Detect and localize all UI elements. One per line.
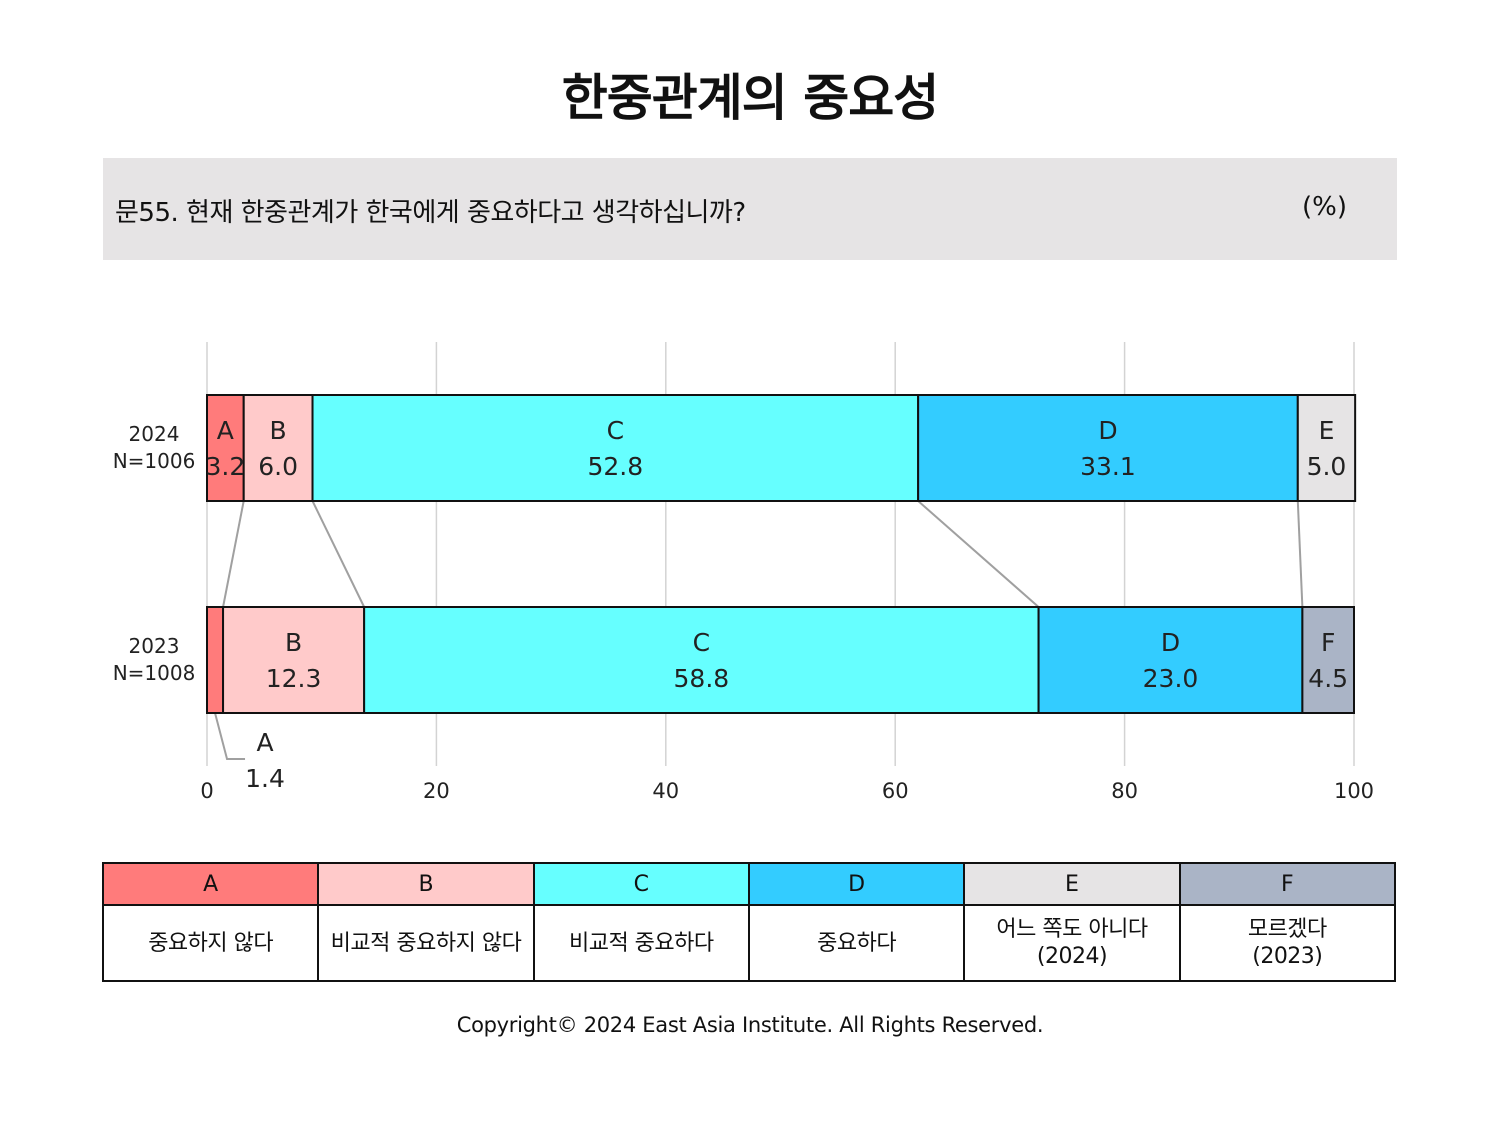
legend-label-b: 비교적 중요하지 않다 <box>317 904 535 982</box>
x-tick-label: 20 <box>423 779 450 803</box>
bar-segment-b <box>222 606 366 714</box>
segment-value-label: 3.2 <box>205 452 245 481</box>
segment-value-label: 5.0 <box>1307 452 1347 481</box>
x-tick-label: 0 <box>200 779 213 803</box>
segment-value-label: 23.0 <box>1143 664 1199 693</box>
row-n-label: N=1008 <box>113 661 196 685</box>
legend-label-a: 중요하지 않다 <box>101 904 320 982</box>
segment-code-label: C <box>693 628 710 657</box>
legend-code-b: B <box>317 862 535 906</box>
callout-line <box>214 712 246 760</box>
question-text: 문55. 현재 한중관계가 한국에게 중요하다고 생각하십니까? <box>115 198 746 228</box>
segment-value-label: 6.0 <box>258 452 298 481</box>
connector-line <box>1296 500 1304 608</box>
connector-line <box>917 500 1040 608</box>
row-year-label: 2023 <box>129 634 180 658</box>
bar-segment-d <box>917 394 1299 502</box>
segment-code-label: D <box>1161 628 1180 657</box>
legend-label-row: 중요하지 않다 비교적 중요하지 않다 비교적 중요하다 중요하다 어느 쪽도 아니다 … <box>101 904 1397 982</box>
bar-segment-b <box>242 394 314 502</box>
segment-value-label: 33.1 <box>1080 452 1136 481</box>
segment-code-label: D <box>1098 416 1117 445</box>
x-tick-label: 60 <box>882 779 909 803</box>
connector-lines <box>214 500 1304 760</box>
bar-segment-a <box>206 606 225 714</box>
stacked-bar-chart: 0 20 40 60 80 100 2024 N=1006 A 3.2 B 6.0 C 52.8 D 33.1… <box>113 342 1374 803</box>
x-tick-label: 80 <box>1111 779 1138 803</box>
bar-segment-c <box>311 394 920 502</box>
legend-code-d: D <box>747 862 966 906</box>
legend-code-f: F <box>1178 862 1397 906</box>
segment-value-label: 4.5 <box>1308 664 1348 693</box>
segment-code-label: A <box>217 416 234 445</box>
legend-label-f: 모르겠다 (2023) <box>1178 904 1397 982</box>
row-year-label: 2024 <box>129 422 180 446</box>
x-tick-label: 100 <box>1334 779 1374 803</box>
connector-line <box>311 500 366 608</box>
segment-value-label: 1.4 <box>245 764 285 793</box>
connector-line <box>222 500 245 608</box>
bar-segment-c <box>363 606 1040 714</box>
bar-segment-a <box>206 394 245 502</box>
legend-label-d: 중요하다 <box>747 904 966 982</box>
bar-segment-e <box>1296 394 1357 502</box>
copyright-footer: Copyright© 2024 East Asia Institute. All… <box>456 1013 1044 1037</box>
question-box: 문55. 현재 한중관계가 한국에게 중요하다고 생각하십니까? (%) <box>103 158 1397 260</box>
segment-code-label: B <box>285 628 302 657</box>
chart-title: 한중관계의 중요성 <box>561 69 939 127</box>
bars <box>206 394 1357 714</box>
segment-value-label: 58.8 <box>674 664 730 693</box>
x-tick-label: 40 <box>652 779 679 803</box>
bar-segment-d <box>1037 606 1304 714</box>
legend-code-c: C <box>532 862 750 906</box>
segment-value-label: 52.8 <box>587 452 643 481</box>
segment-value-label: 12.3 <box>266 664 322 693</box>
labels: 0 20 40 60 80 100 2024 N=1006 A 3.2 B 6.0 C 52.8 D 33.1… <box>113 416 1374 803</box>
legend-code-a: A <box>101 862 320 906</box>
segment-code-label: F <box>1321 628 1335 657</box>
legend-label-c: 비교적 중요하다 <box>532 904 750 982</box>
unit-label: (%) <box>1302 192 1347 222</box>
segment-code-label: E <box>1319 416 1335 445</box>
segment-code-label: B <box>270 416 287 445</box>
legend-label-e: 어느 쪽도 아니다 (2024) <box>963 904 1181 982</box>
segment-code-label: A <box>256 728 273 757</box>
row-n-label: N=1006 <box>113 449 196 473</box>
bar-segment-f <box>1301 606 1356 714</box>
legend-code-e: E <box>963 862 1181 906</box>
segment-code-label: C <box>607 416 624 445</box>
